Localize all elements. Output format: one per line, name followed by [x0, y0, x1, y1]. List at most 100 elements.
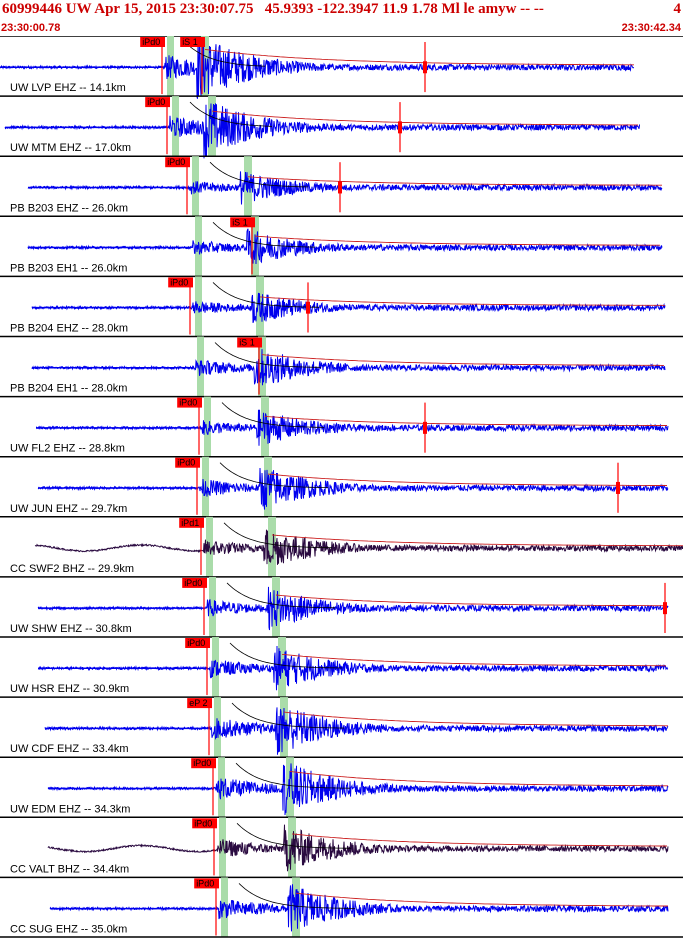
waveform-trace: [34, 529, 683, 565]
envelope-fit: [295, 892, 668, 907]
event-count: 4: [673, 1, 682, 17]
trace-row[interactable]: iS 1 PB B203 EH1 -- 26.0km: [0, 215, 683, 277]
seismogram-panel[interactable]: iPd0 iS 1 UW LVP EHZ -- 14.1km iPd0 UW MTM E…: [0, 36, 683, 938]
waveform-trace: [49, 884, 669, 932]
amplitude-marker-head: [306, 301, 310, 314]
p-arrival-band: [221, 877, 228, 938]
trace-row[interactable]: iPd0 PB B204 EHZ -- 28.0km: [0, 275, 683, 337]
channel-label: UW EDM EHZ -- 34.3km: [10, 803, 130, 815]
pick-label-box: [237, 337, 262, 348]
waveform-header: 60999446 UW Apr 15, 2015 23:30:07.75 45.…: [0, 0, 683, 36]
envelope-fit: [254, 235, 660, 246]
channel-label: CC SWF2 BHZ -- 29.9km: [10, 563, 134, 575]
amplitude-marker-head: [423, 61, 427, 74]
s-arrival-band: [268, 516, 276, 577]
channel-label: UW LVP EHZ -- 14.1km: [10, 82, 126, 94]
s-arrival-band: [272, 576, 280, 637]
phase-pick[interactable]: iPd0: [168, 277, 193, 335]
trace-row[interactable]: iPd0 UW EDM EHZ -- 34.3km: [0, 756, 683, 818]
decay-curve: [184, 41, 266, 67]
waveform-trace: [44, 707, 669, 755]
trace-row[interactable]: eP 2 UW CDF EHZ -- 33.4km: [0, 696, 683, 758]
trace-row[interactable]: iPd0 UW SHW EHZ -- 30.8km: [0, 576, 683, 637]
envelope-fit: [247, 176, 662, 186]
envelope-fit: [264, 415, 667, 426]
phase-pick[interactable]: iPd0: [185, 638, 210, 696]
pick-label-box: [177, 397, 202, 408]
amplitude-marker-head: [616, 481, 620, 494]
phase-pick[interactable]: iPd0: [191, 758, 216, 816]
channel-label: CC SUG EHZ -- 35.0km: [10, 924, 127, 936]
channel-label: UW JUN EHZ -- 29.7km: [10, 503, 127, 515]
phase-pick[interactable]: iPd0: [182, 577, 207, 635]
decay-curve: [219, 462, 328, 488]
phase-pick[interactable]: iPd0: [194, 878, 219, 936]
decay-curve: [189, 101, 273, 127]
trace-row[interactable]: iPd0 UW FL2 EHZ -- 28.8km: [0, 395, 683, 457]
phase-pick[interactable]: iPd1: [179, 517, 204, 575]
pick-label-box: [194, 878, 219, 889]
phase-pick[interactable]: iPd0: [192, 818, 217, 876]
decay-curve: [226, 582, 335, 609]
envelope-fit: [261, 354, 664, 366]
pick-label-box: [187, 698, 212, 709]
p-arrival-band: [212, 637, 219, 698]
envelope-fit: [289, 770, 668, 787]
trace-row[interactable]: iPd0 UW HSR EHZ -- 30.9km: [0, 636, 683, 698]
pick-label: iPd0: [142, 37, 160, 47]
envelope-fit: [281, 653, 666, 667]
phase-pick[interactable]: iS 1: [237, 337, 262, 395]
waveform-trace: [27, 228, 663, 265]
pick-label: iPd0: [177, 458, 195, 468]
decay-curve: [229, 642, 343, 669]
pick-label-box: [185, 638, 210, 648]
pick-label: iPd0: [179, 398, 197, 408]
envelope-fit: [267, 473, 667, 486]
channel-label: PB B203 EHZ -- 26.0km: [10, 202, 128, 214]
decay-curve: [221, 402, 324, 428]
waveform-trace: [47, 824, 669, 872]
trace-row[interactable]: iPd0 PB B203 EHZ -- 26.0km: [0, 155, 683, 217]
trace-row[interactable]: iPd0 iS 1 UW LVP EHZ -- 14.1km: [0, 36, 683, 99]
p-arrival-band: [204, 396, 211, 457]
pick-label-box: [179, 517, 204, 528]
phase-pick[interactable]: iS 1: [230, 217, 255, 275]
phase-pick[interactable]: iPd0: [175, 457, 200, 515]
trace-row[interactable]: iPd0 UW MTM EHZ -- 17.0km: [0, 95, 683, 159]
phase-pick[interactable]: iPd0: [140, 37, 165, 95]
decay-curve: [238, 883, 355, 909]
p-arrival-band: [209, 576, 216, 637]
pick-label-box: [191, 758, 216, 769]
decay-curve: [223, 522, 332, 549]
pick-label: iPd0: [184, 578, 202, 588]
pick-label-box: [192, 818, 217, 829]
amplitude-marker-head: [398, 121, 402, 134]
trace-row[interactable]: iPd0 UW JUN EHZ -- 29.7km: [0, 455, 683, 517]
pick-label-box: [165, 157, 190, 168]
phase-pick[interactable]: iPd0: [145, 97, 170, 155]
waveform-trace: [31, 349, 666, 386]
channel-label: UW MTM EHZ -- 17.0km: [10, 142, 131, 154]
phase-pick[interactable]: iPd0: [177, 397, 202, 455]
trace-row[interactable]: iS 1 PB B204 EH1 -- 28.0km: [0, 335, 683, 397]
pick-label-box: [180, 37, 205, 47]
pick-label: iS 1: [232, 217, 248, 227]
trace-row[interactable]: iPd0 CC SUG EHZ -- 35.0km: [0, 876, 683, 938]
phase-pick[interactable]: iPd0: [165, 157, 190, 215]
channel-label: PB B204 EH1 -- 28.0km: [10, 383, 127, 395]
decay-curve: [236, 823, 351, 849]
trace-row[interactable]: iPd1 CC SWF2 BHZ -- 29.9km: [0, 516, 683, 577]
phase-pick[interactable]: eP 2: [187, 698, 212, 756]
trace-row[interactable]: iPd0 CC VALT BHZ -- 34.4km: [0, 816, 683, 878]
decay-curve: [209, 161, 308, 188]
p-arrival-band: [172, 96, 179, 157]
channel-label: UW FL2 EHZ -- 28.8km: [10, 443, 125, 455]
phase-pick[interactable]: iS 1: [180, 37, 205, 95]
pick-label-box: [175, 457, 200, 468]
channel-label: CC VALT BHZ -- 34.4km: [10, 863, 129, 875]
channel-label: PB B203 EH1 -- 26.0km: [10, 262, 127, 274]
envelope-fit: [271, 534, 683, 547]
pick-label: iPd1: [181, 518, 199, 528]
pick-label: iPd0: [196, 878, 214, 888]
pick-label: iS 1: [182, 37, 198, 47]
